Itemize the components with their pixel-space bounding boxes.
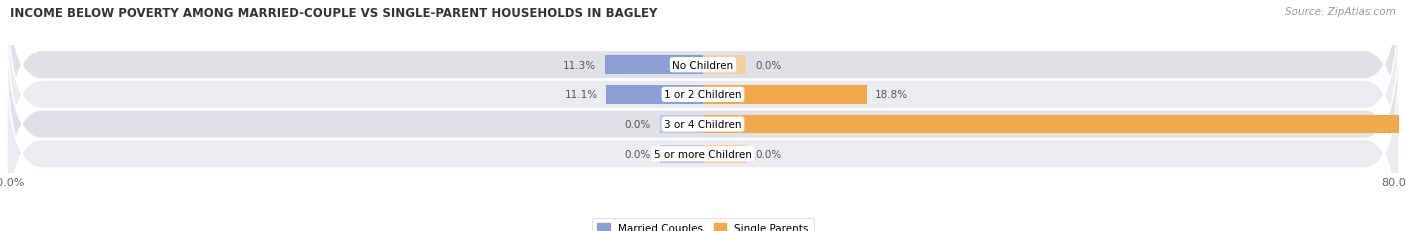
Text: 0.0%: 0.0% [755,61,782,70]
Bar [703,86,866,104]
Text: 3 or 4 Children: 3 or 4 Children [664,119,742,130]
Legend: Married Couples, Single Parents: Married Couples, Single Parents [592,218,814,231]
Bar [703,145,747,163]
Text: 1 or 2 Children: 1 or 2 Children [664,90,742,100]
Text: 0.0%: 0.0% [624,149,651,159]
Text: 11.3%: 11.3% [562,61,596,70]
Bar [605,56,703,75]
FancyBboxPatch shape [7,21,1399,228]
Bar [703,56,747,75]
FancyBboxPatch shape [7,0,1399,199]
Text: Source: ZipAtlas.com: Source: ZipAtlas.com [1285,7,1396,17]
Text: 18.8%: 18.8% [876,90,908,100]
Bar [659,115,703,134]
Text: 0.0%: 0.0% [624,119,651,130]
Text: 5 or more Children: 5 or more Children [654,149,752,159]
Text: No Children: No Children [672,61,734,70]
Text: 0.0%: 0.0% [755,149,782,159]
FancyBboxPatch shape [7,50,1399,231]
Text: INCOME BELOW POVERTY AMONG MARRIED-COUPLE VS SINGLE-PARENT HOUSEHOLDS IN BAGLEY: INCOME BELOW POVERTY AMONG MARRIED-COUPL… [10,7,657,20]
Text: 11.1%: 11.1% [565,90,598,100]
Bar [703,115,1399,134]
Bar [606,86,703,104]
FancyBboxPatch shape [7,0,1399,169]
Bar [659,145,703,163]
